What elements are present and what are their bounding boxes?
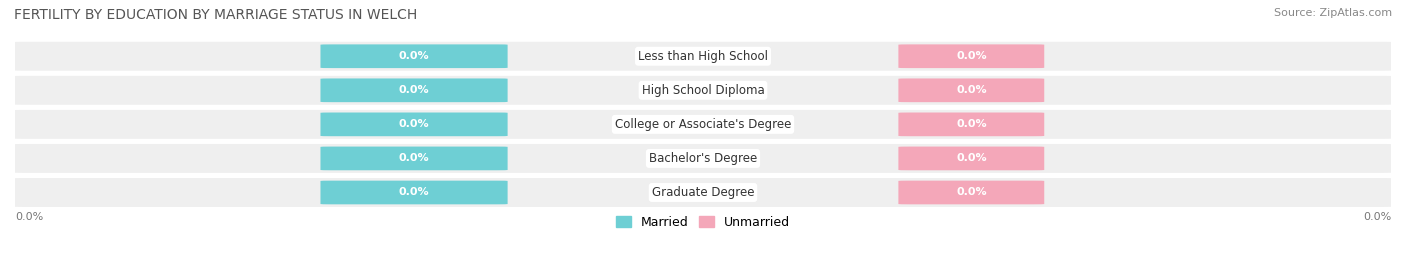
FancyBboxPatch shape <box>8 110 1398 139</box>
FancyBboxPatch shape <box>898 180 1045 204</box>
Text: Graduate Degree: Graduate Degree <box>652 186 754 199</box>
Text: 0.0%: 0.0% <box>956 85 987 95</box>
FancyBboxPatch shape <box>321 180 508 204</box>
Text: Source: ZipAtlas.com: Source: ZipAtlas.com <box>1274 8 1392 18</box>
FancyBboxPatch shape <box>898 79 1045 102</box>
FancyBboxPatch shape <box>321 79 508 102</box>
Text: 0.0%: 0.0% <box>399 153 429 164</box>
Text: 0.0%: 0.0% <box>956 153 987 164</box>
FancyBboxPatch shape <box>898 147 1045 170</box>
Text: 0.0%: 0.0% <box>1362 212 1391 222</box>
FancyBboxPatch shape <box>321 44 508 68</box>
Text: 0.0%: 0.0% <box>399 85 429 95</box>
Text: 0.0%: 0.0% <box>956 119 987 129</box>
Legend: Married, Unmarried: Married, Unmarried <box>612 211 794 234</box>
FancyBboxPatch shape <box>8 144 1398 173</box>
FancyBboxPatch shape <box>321 112 508 136</box>
FancyBboxPatch shape <box>898 112 1045 136</box>
FancyBboxPatch shape <box>8 178 1398 207</box>
FancyBboxPatch shape <box>8 42 1398 71</box>
Text: High School Diploma: High School Diploma <box>641 84 765 97</box>
Text: 0.0%: 0.0% <box>956 187 987 197</box>
Text: 0.0%: 0.0% <box>956 51 987 61</box>
FancyBboxPatch shape <box>898 44 1045 68</box>
FancyBboxPatch shape <box>321 147 508 170</box>
Text: Bachelor's Degree: Bachelor's Degree <box>650 152 756 165</box>
Text: 0.0%: 0.0% <box>399 119 429 129</box>
Text: 0.0%: 0.0% <box>399 51 429 61</box>
Text: 0.0%: 0.0% <box>399 187 429 197</box>
Text: Less than High School: Less than High School <box>638 50 768 63</box>
Text: College or Associate's Degree: College or Associate's Degree <box>614 118 792 131</box>
Text: 0.0%: 0.0% <box>15 212 44 222</box>
FancyBboxPatch shape <box>8 76 1398 105</box>
Text: FERTILITY BY EDUCATION BY MARRIAGE STATUS IN WELCH: FERTILITY BY EDUCATION BY MARRIAGE STATU… <box>14 8 418 22</box>
